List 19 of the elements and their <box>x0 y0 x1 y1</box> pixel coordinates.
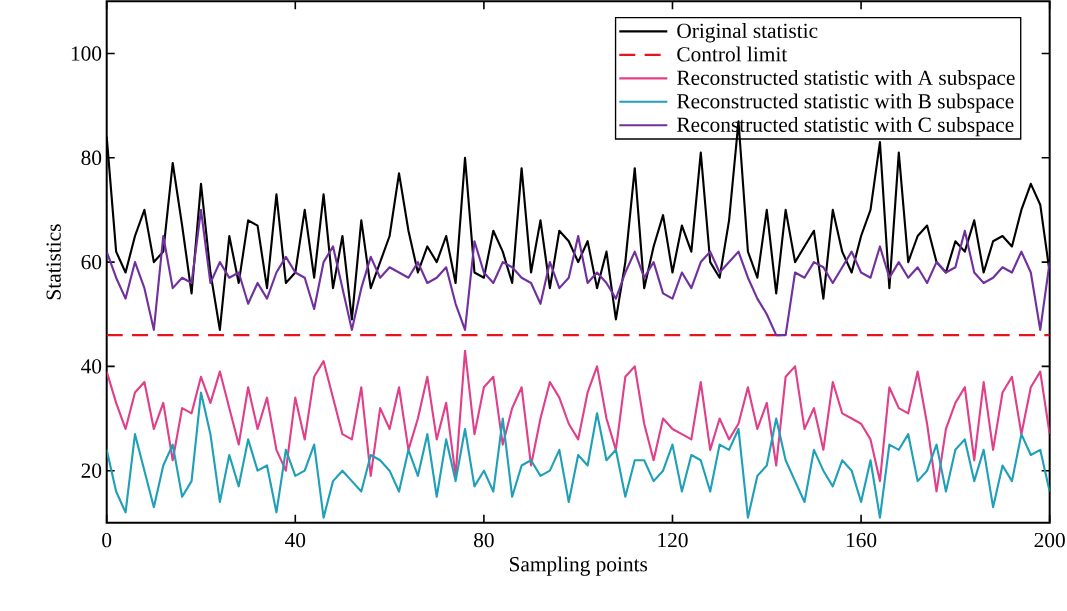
x-tick-label: 0 <box>102 532 112 548</box>
x-tick-label: 40 <box>285 532 306 548</box>
line-series <box>106 391 1050 519</box>
line-series <box>106 349 1050 493</box>
legend-label: Reconstructed statistic with B subspace <box>676 93 1014 113</box>
y-tick-label: 80 <box>81 150 102 166</box>
y-tick-label: 100 <box>71 46 102 61</box>
legend-label: Reconstructed statistic with A subspace <box>676 69 1015 90</box>
legend-label: Original statistic <box>677 23 818 43</box>
y-axis-title: Statistics <box>46 224 61 300</box>
y-tick-label: 60 <box>81 254 102 270</box>
legend-label: Control limit <box>677 46 788 62</box>
x-tick-label: 120 <box>658 532 688 548</box>
x-tick-label: 80 <box>474 532 494 548</box>
y-tick-label: 40 <box>81 359 102 374</box>
x-tick-label: 160 <box>846 532 877 548</box>
y-tick-label: 20 <box>81 463 102 478</box>
x-tick-label: 200 <box>1034 532 1065 548</box>
x-axis-title: Sampling points <box>509 556 648 576</box>
